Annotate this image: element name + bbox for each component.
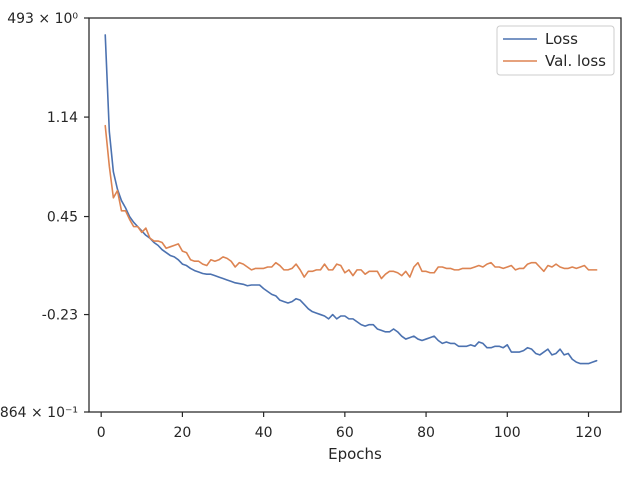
legend-label-loss: Loss	[545, 30, 578, 48]
x-axis: 0 20 40 60 80 100 120	[97, 412, 602, 441]
x-tick-label: 0	[97, 425, 106, 441]
x-tick-label: 20	[173, 425, 191, 441]
x-tick-label: 120	[575, 425, 602, 441]
y-tick-label: 1.14	[47, 110, 78, 126]
y-axis: 493 × 10⁰ 1.14 0.45 -0.23 -864 × 10⁻¹	[0, 11, 89, 421]
series-line-val-loss	[104, 124, 598, 280]
y-tick-label: 0.45	[47, 210, 78, 226]
x-axis-label: Epochs	[328, 445, 382, 463]
x-tick-label: 100	[494, 425, 521, 441]
series-layer	[104, 34, 598, 365]
x-tick-label: 60	[336, 425, 354, 441]
legend-label-val-loss: Val. loss	[545, 52, 606, 70]
y-tick-label: -0.23	[42, 308, 78, 324]
x-tick-label: 40	[255, 425, 273, 441]
legend: Loss Val. loss	[496, 25, 615, 76]
plot-frame	[88, 17, 622, 413]
y-tick-label: 493 × 10⁰	[7, 11, 78, 27]
y-tick-label: -864 × 10⁻¹	[0, 405, 78, 421]
x-tick-label: 80	[417, 425, 435, 441]
series-line-loss	[104, 34, 598, 365]
